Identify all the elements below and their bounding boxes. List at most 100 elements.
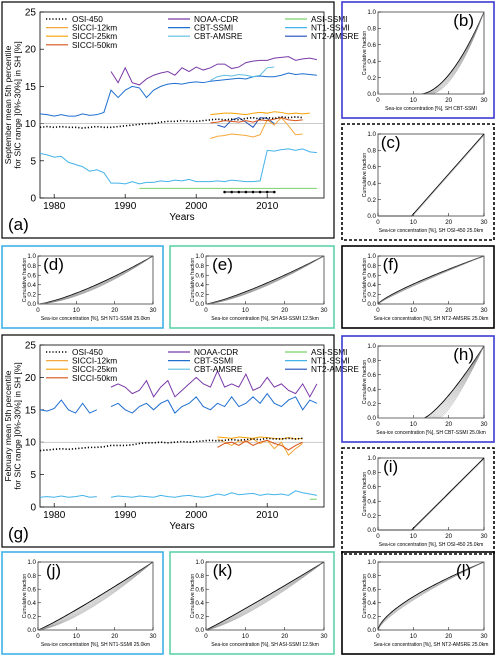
x-tick-label: 30: [481, 633, 488, 640]
cdf-curve: [205, 561, 325, 631]
main-panel-g: 0 5 10 15 20 25 1980 1990 2000 2010 Years February …: [1, 334, 359, 548]
panel-letter: (b): [453, 11, 474, 30]
y-tick-label: 0.0: [367, 91, 376, 98]
y-tick-label: 1.0: [367, 9, 376, 16]
x-tick-label: 0: [376, 307, 380, 314]
y-axis-title: Cumulative fraction: [362, 472, 368, 517]
x-tick-label: 0: [376, 219, 380, 226]
y-tick-label: 0.6: [367, 164, 376, 171]
plot-area: [205, 561, 325, 631]
plot-area: [39, 11, 325, 199]
y-axis-title-line2: for SIC range ]0%-30%] in SH [%]: [13, 41, 23, 169]
plot-area: [377, 457, 485, 531]
y-tick-label: 0.2: [27, 614, 36, 621]
cdf-curve: [378, 459, 485, 531]
x-tick-label: 30: [481, 421, 488, 428]
y-tick-label: 0.2: [367, 614, 376, 621]
plot-area: [205, 255, 325, 305]
cdf-panel-l: 0.0 0.2 0.4 0.6 0.8 1.0 0 10 20 30 Sea-ice concent…: [341, 551, 495, 655]
plot-area: [377, 255, 485, 305]
panel-letter: (g): [8, 524, 29, 543]
series-line-sicci-50km: [217, 439, 303, 451]
series-line-nt1-ssmi: [39, 494, 97, 498]
x-axis-title: Sea-ice concentration [%], SH OSI-450 25…: [379, 228, 484, 234]
x-axis-title: Sea-ice concentration [%], SH OSI-450 25…: [379, 542, 484, 548]
x-tick-label: 0: [36, 307, 40, 314]
x-axis-title: Sea-ice concentration [%], SH NT2-AMSRE …: [374, 642, 489, 648]
cdf-curve: [205, 561, 325, 631]
x-tick-label: 20: [445, 533, 452, 540]
legend-label: ASI-SSMI: [311, 14, 347, 24]
series-line-sicci-12km: [210, 116, 303, 139]
y-tick-label: 0.6: [195, 586, 204, 593]
marker-bar-point: [230, 190, 233, 194]
y-tick-label: 0.6: [367, 272, 376, 279]
y-axis-title: Cumulative fraction: [362, 360, 368, 405]
y-tick-label: 1.0: [367, 131, 376, 138]
panel-frame: [341, 245, 495, 329]
marker-bar-point: [244, 190, 248, 194]
x-axis-title: Years: [169, 521, 194, 532]
y-tick-label: 0: [30, 194, 36, 205]
y-axis-title: February mean 5th percentilefor SIC rang…: [3, 362, 23, 490]
cdf-panel-h: 0.0 0.2 0.4 0.6 0.8 1.0 0 10 20 30 Sea-ice concent…: [341, 335, 495, 443]
y-tick-label: 0.2: [367, 197, 376, 204]
x-tick-label: 2010: [256, 201, 279, 212]
x-tick-label: 10: [410, 633, 417, 640]
panel-letter: (j): [46, 561, 61, 580]
y-tick-label: 0.6: [367, 372, 376, 379]
cdf-curve: [378, 345, 485, 419]
x-tick-label: 10: [73, 633, 80, 640]
y-axis-title: Cumulative fraction: [22, 258, 28, 303]
x-tick-label: 1990: [114, 201, 137, 212]
series-line-cbt-ssmi: [110, 392, 318, 414]
y-tick-label: 0.0: [195, 301, 204, 308]
y-tick-label: 0.2: [195, 614, 204, 621]
y-axis-title: Cumulative fraction: [362, 31, 368, 76]
panel-frame: [341, 335, 495, 443]
series-line-cbt-ssmi: [39, 72, 317, 117]
y-axis-title: September mean 5th percentilefor SIC ran…: [3, 41, 23, 169]
x-tick-label: 10: [242, 633, 249, 640]
main-panel-a: 0 5 10 15 20 25 1980 1990 2000 2010 Years September…: [1, 1, 359, 239]
x-tick-label: 0: [204, 633, 208, 640]
y-tick-label: 0.8: [367, 263, 376, 270]
plot-area: [39, 344, 325, 508]
y-tick-label: 0.2: [367, 401, 376, 408]
y-tick-label: 25: [25, 8, 37, 19]
y-tick-label: 0.8: [27, 573, 36, 580]
cdf-curve: [205, 255, 325, 305]
x-tick-label: 30: [481, 533, 488, 540]
x-tick-label: 30: [481, 97, 488, 104]
y-tick-label: 0.4: [367, 180, 376, 187]
x-tick-label: 10: [73, 307, 80, 314]
cdf-curve: [37, 561, 154, 631]
cdf-panel-b: 0.0 0.2 0.4 0.6 0.8 1.0 0 10 20 30 Sea-ice concent…: [341, 1, 495, 119]
y-tick-label: 0.2: [367, 75, 376, 82]
legend-label: NT2-AMSRE: [311, 31, 359, 41]
panel-frame: [1, 1, 335, 239]
legend-label: OSI-450: [72, 347, 103, 357]
y-tick-label: 0.4: [367, 386, 376, 393]
panel-letter: (l): [456, 561, 471, 580]
panel-letter: (c): [381, 133, 401, 152]
y-tick-label: 25: [25, 341, 37, 352]
x-tick-label: 20: [281, 307, 288, 314]
cdf-curve: [37, 561, 154, 631]
series-line-noaa-cdr: [110, 56, 318, 86]
y-tick-label: 0.8: [27, 263, 36, 270]
legend-label: CBT-AMSRE: [194, 31, 243, 41]
y-tick-label: 10: [25, 119, 37, 130]
legend-label: SICCI-25km: [72, 364, 117, 374]
legend-label: CBT-SSMI: [194, 23, 233, 33]
y-axis-title: Cumulative fraction: [362, 153, 368, 198]
x-tick-label: 20: [445, 307, 452, 314]
cdf-curve: [37, 561, 154, 631]
legend-label: NT2-AMSRE: [311, 364, 359, 374]
y-axis-title-line1: February mean 5th percentile: [3, 370, 13, 481]
x-tick-label: 20: [445, 421, 452, 428]
x-tick-label: 20: [445, 97, 452, 104]
y-tick-label: 0.4: [195, 282, 204, 289]
